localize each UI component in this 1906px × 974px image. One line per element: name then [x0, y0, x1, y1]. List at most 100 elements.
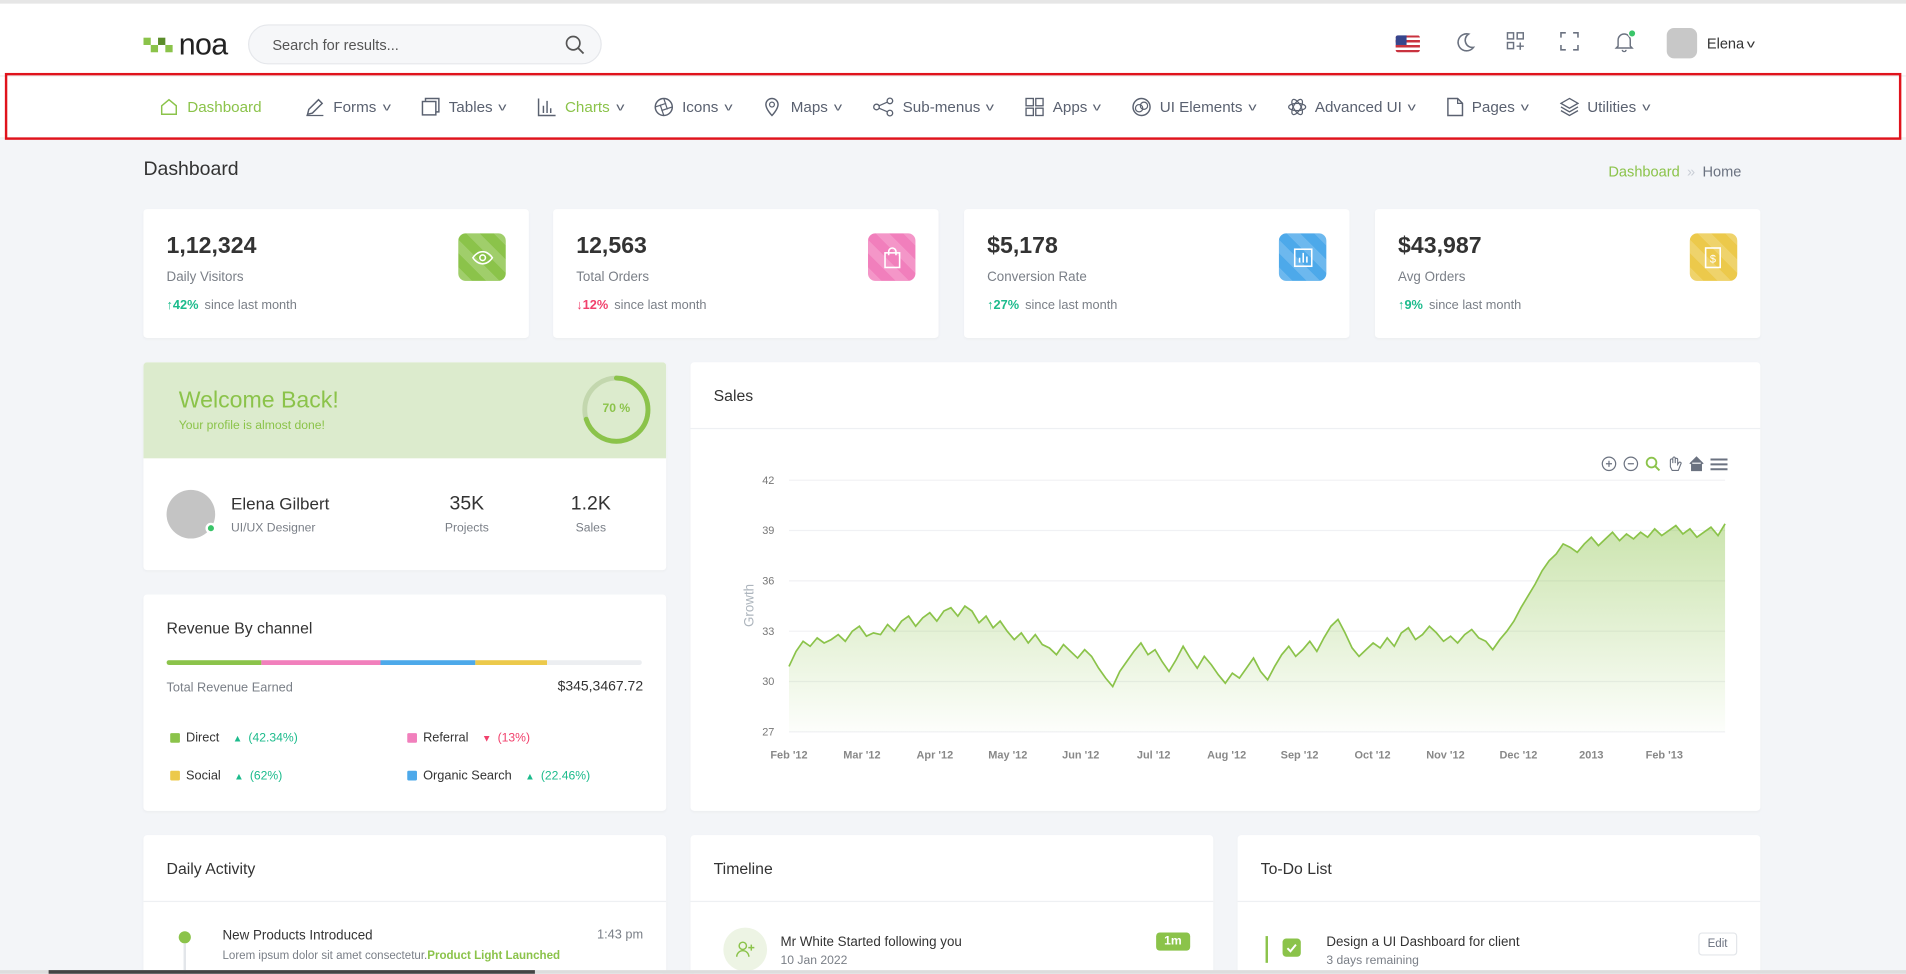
stat-label: Conversion Rate	[987, 269, 1087, 285]
legend-pct: (13%)	[497, 731, 531, 745]
activity-desc-text: Lorem ipsum dolor sit amet consectetur.	[222, 949, 428, 963]
bar-chart-icon	[537, 98, 556, 117]
x-tick-label: Jun '12	[1062, 750, 1099, 762]
revenue-progress-bar	[166, 660, 642, 665]
projects-value: 35K	[449, 493, 485, 515]
stat-card-avg-orders: $43,987 Avg Orders ↑ 9% since last month …	[1374, 209, 1761, 338]
user-menu[interactable]: Elena v	[1666, 27, 1755, 59]
legend-social: Social ▲ (62%)	[170, 768, 282, 783]
us-flag-icon[interactable]	[1395, 35, 1420, 53]
nav-item-tables[interactable]: Tables v	[417, 75, 509, 138]
revenue-segment-referral	[261, 660, 381, 665]
horizontal-scrollbar[interactable]	[0, 970, 1906, 974]
nav-item-pages[interactable]: Pages v	[1443, 75, 1532, 138]
search-icon[interactable]	[564, 34, 586, 62]
caret-up-icon: ▲	[234, 770, 244, 782]
arrow-up-icon: ↑	[987, 297, 994, 313]
stat-label: Avg Orders	[1398, 269, 1466, 285]
nav-item-label: Icons	[682, 98, 719, 116]
card-title: To-Do List	[1260, 859, 1332, 878]
zoom-out-icon[interactable]	[1623, 456, 1639, 472]
logo[interactable]: noa	[143, 27, 229, 63]
search-input[interactable]	[272, 25, 552, 64]
nav-item-label: Forms	[333, 98, 377, 116]
breadcrumb-dashboard-link[interactable]: Dashboard	[1608, 162, 1680, 180]
activity-line	[183, 943, 187, 974]
legend-pct: (22.46%)	[540, 768, 591, 783]
activity-time: 1:43 pm	[596, 927, 644, 943]
nav-item-dashboard[interactable]: Dashboard	[156, 75, 266, 138]
profile-sales-stat: 1.2K Sales	[554, 494, 627, 535]
nav-item-sub-menus[interactable]: Sub-menus v	[869, 75, 997, 138]
pencil-icon	[306, 98, 324, 117]
activity-highlight-link[interactable]: Product Light Launched	[427, 949, 561, 963]
apps-grid-icon[interactable]	[1503, 28, 1530, 55]
aperture-icon	[654, 97, 674, 117]
x-tick-label: Dec '12	[1499, 750, 1537, 762]
zoom-in-icon[interactable]	[1601, 456, 1617, 472]
revenue-segment-remaining	[546, 660, 642, 665]
check-icon	[1286, 943, 1297, 953]
chevron-down-icon: v	[498, 100, 507, 114]
profile-projects-stat: 35K Projects	[430, 494, 503, 535]
card-divider	[690, 900, 1214, 903]
legend-swatch	[170, 770, 180, 781]
x-tick-label: Jul '12	[1137, 750, 1171, 762]
pan-hand-icon[interactable]	[1667, 456, 1683, 472]
zoom-selection-icon[interactable]	[1645, 456, 1661, 472]
main-navbar	[0, 75, 1906, 139]
x-tick-label: Aug '12	[1207, 750, 1246, 762]
scrollbar-thumb[interactable]	[48, 970, 535, 974]
shopping-bag-icon	[868, 233, 916, 281]
total-revenue-label: Total Revenue Earned	[166, 680, 293, 696]
y-axis-label: Growth	[742, 584, 757, 627]
todo-edit-button[interactable]: Edit	[1697, 932, 1738, 956]
legend-referral: Referral ▼ (13%)	[407, 730, 531, 746]
stat-change-pct: 42%	[172, 297, 199, 313]
stat-value: 1,12,324	[166, 233, 257, 259]
sales-line	[788, 523, 1726, 689]
sales-area-chart[interactable]: 27 30 33 36 39 42 Feb '12 Mar '12 Apr '12 May '1…	[691, 362, 1761, 811]
logo-text: noa	[178, 27, 229, 63]
target-icon	[1132, 97, 1151, 117]
nav-item-icons[interactable]: Icons v	[650, 75, 734, 138]
arrow-down-icon: ↓	[576, 297, 583, 313]
legend-name: Social	[186, 768, 221, 783]
revenue-segment-social	[475, 660, 547, 665]
reset-home-icon[interactable]	[1689, 456, 1705, 472]
stat-change-pct: 27%	[993, 297, 1020, 313]
moon-icon[interactable]	[1452, 28, 1479, 55]
nav-item-forms[interactable]: Forms v	[302, 75, 393, 138]
nav-item-utilities[interactable]: Utilities v	[1556, 75, 1653, 138]
revenue-by-channel-card: Revenue By channel Total Revenue Earned …	[143, 594, 667, 811]
welcome-banner: Welcome Back! Your profile is almost don…	[143, 362, 667, 459]
stat-change: ↓ 12% since last month	[576, 298, 706, 313]
nav-item-label: Advanced UI	[1314, 98, 1402, 116]
chevron-down-icon: v	[1248, 100, 1257, 114]
chevron-down-icon: v	[382, 100, 391, 114]
bell-icon[interactable]	[1611, 28, 1638, 55]
x-tick-label: May '12	[988, 750, 1027, 762]
x-tick-label: Sep '12	[1281, 750, 1319, 762]
nav-item-label: Apps	[1052, 98, 1088, 116]
nav-item-charts[interactable]: Charts v	[533, 75, 626, 138]
sales-area-fill	[788, 523, 1726, 732]
user-name: Elena	[1706, 34, 1745, 52]
y-tick-label: 33	[762, 626, 774, 638]
legend-name: Referral	[423, 730, 469, 746]
y-tick-label: 39	[762, 525, 774, 537]
x-tick-label: Apr '12	[917, 750, 954, 762]
nav-item-label: UI Elements	[1159, 98, 1243, 116]
fullscreen-icon[interactable]	[1556, 28, 1583, 55]
menu-icon[interactable]	[1710, 456, 1728, 471]
nav-item-advanced-ui[interactable]: Advanced UI v	[1283, 75, 1418, 138]
map-pin-icon	[765, 97, 780, 117]
dollar-icon: $	[1689, 233, 1738, 281]
todo-checkbox[interactable]	[1282, 938, 1301, 957]
card-title: Revenue By channel	[166, 618, 313, 638]
chevron-down-icon: v	[724, 100, 733, 114]
nav-item-ui-elements[interactable]: UI Elements v	[1128, 75, 1259, 138]
page-title: Dashboard	[143, 159, 239, 180]
nav-item-apps[interactable]: Apps v	[1021, 75, 1104, 138]
nav-item-maps[interactable]: Maps v	[759, 75, 844, 138]
